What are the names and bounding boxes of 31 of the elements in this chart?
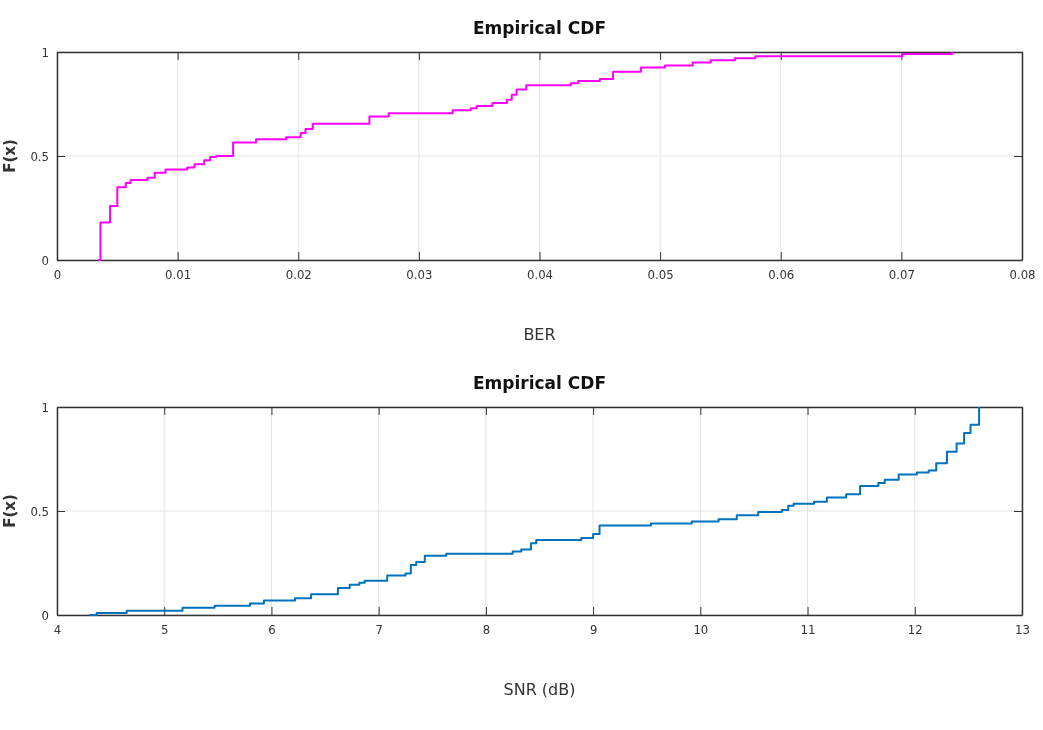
x-tick-label: 7: [375, 622, 383, 638]
x-tick-label: 9: [589, 622, 598, 638]
chart-title: Empirical CDF: [472, 373, 607, 393]
y-tick-label: 1: [41, 44, 49, 60]
x-tick-label: 0.03: [406, 267, 433, 283]
x-tick-label: 10: [693, 622, 709, 638]
x-tick-label: 0.04: [526, 267, 554, 283]
x-tick-label: 8: [482, 622, 491, 638]
y-tick-label: 1: [41, 399, 49, 415]
x-tick-label: 13: [1015, 622, 1030, 638]
x-tick-label: 12: [907, 622, 923, 638]
chart-title: Empirical CDF: [472, 18, 607, 38]
y-tick-label: 0.5: [30, 148, 49, 164]
y-axis-title: F(x): [1, 494, 19, 528]
x-tick-label: 4: [53, 622, 62, 638]
x-tick-label: 0.02: [285, 267, 312, 283]
x-tick-label: 0.05: [647, 267, 674, 283]
y-axis-title: F(x): [1, 139, 19, 173]
x-tick-label: 0.07: [888, 267, 915, 283]
x-tick-label: 6: [268, 622, 276, 638]
x-axis-title: SNR (dB): [503, 680, 576, 699]
y-tick-label: 0.5: [30, 503, 49, 519]
y-tick-label: 0: [41, 607, 49, 623]
x-axis-title: BER: [523, 325, 556, 344]
x-tick-label: 0.06: [768, 267, 795, 283]
x-tick-label: 0.01: [165, 267, 192, 283]
x-tick-label: 0.08: [1009, 267, 1036, 283]
x-tick-label: 11: [800, 622, 816, 638]
y-tick-label: 0: [41, 252, 49, 268]
x-tick-label: 0: [53, 267, 62, 283]
x-tick-label: 5: [161, 622, 169, 638]
